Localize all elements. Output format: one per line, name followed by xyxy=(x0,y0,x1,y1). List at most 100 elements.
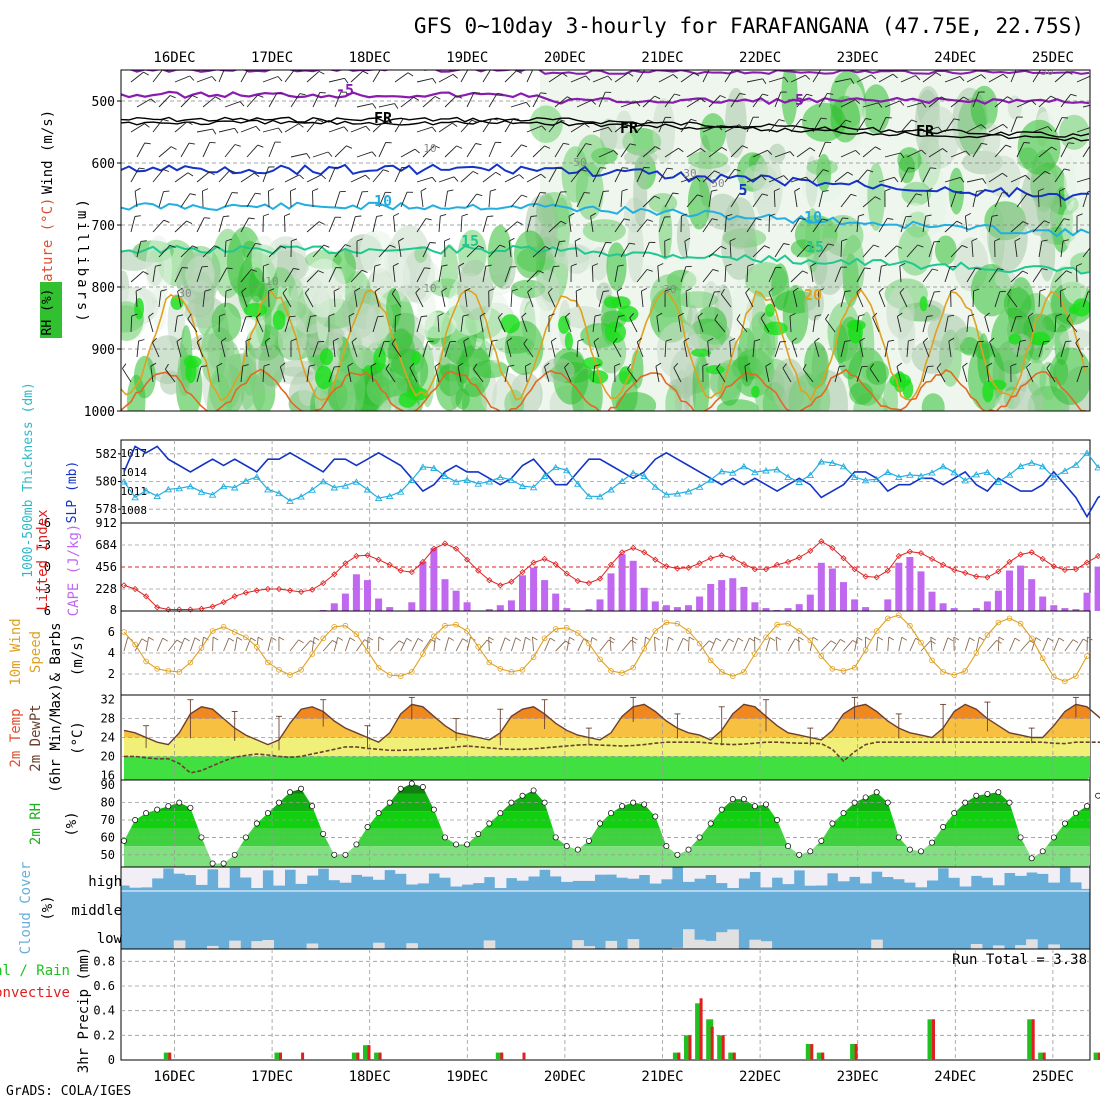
wind-barb-flag xyxy=(802,270,809,274)
rh-shade xyxy=(513,230,546,279)
wind-barb-flag xyxy=(926,187,933,192)
wind-barb xyxy=(697,316,704,333)
wind-barb-flag xyxy=(915,75,921,81)
wind-barb xyxy=(416,176,433,183)
wind-barb-flag xyxy=(143,71,149,76)
wind-barb xyxy=(136,241,142,258)
wind-barb xyxy=(686,194,698,208)
wind-barb xyxy=(928,148,943,158)
wind-barb xyxy=(284,316,291,333)
wind-barb-flag xyxy=(947,637,954,642)
wind-barb xyxy=(224,290,227,308)
cape-bar xyxy=(1017,565,1025,611)
precip-total-bar xyxy=(816,1052,824,1060)
rh-shade xyxy=(1026,358,1047,397)
wind-barb-flag xyxy=(720,95,726,99)
wind-barb-flag xyxy=(278,636,285,641)
wind-barb xyxy=(790,218,800,233)
wind-barb xyxy=(1082,191,1089,208)
wind-barb-flag xyxy=(657,263,664,267)
wind-barb-flag xyxy=(192,245,199,249)
wind-barb xyxy=(724,265,727,283)
wind-barb xyxy=(416,267,425,283)
wind-barb xyxy=(378,341,385,358)
wind-barb-flag xyxy=(822,169,829,172)
isotherm--10 xyxy=(121,70,1090,75)
slp-tick-label: 1011 xyxy=(121,485,148,498)
wind-barb xyxy=(550,341,556,358)
wind-barb-flag xyxy=(506,337,512,342)
wind-barb-flag xyxy=(815,314,822,317)
cape-bar xyxy=(817,562,825,611)
rh-point xyxy=(331,851,338,858)
wind-barb xyxy=(1082,247,1090,258)
wind-barb-flag xyxy=(328,313,335,317)
wind-barb-flag xyxy=(881,264,888,267)
wind-barb xyxy=(730,145,743,158)
isotherm-label: 20 xyxy=(804,286,822,304)
wind-barb xyxy=(988,73,1004,83)
isotherm-label: 10 xyxy=(423,142,436,155)
rh-point xyxy=(751,803,758,810)
wind-barb xyxy=(262,365,265,383)
wind-barb xyxy=(796,147,811,158)
precip-total-bar xyxy=(351,1052,359,1060)
wind-barb-flag xyxy=(337,637,344,641)
wind-barb xyxy=(400,96,414,108)
wind-barb xyxy=(878,291,886,308)
wind-barb xyxy=(752,341,755,358)
rh-shade xyxy=(604,321,627,344)
wind-barb-flag xyxy=(917,244,924,248)
wind-barb xyxy=(1066,319,1078,333)
wind-barb-flag xyxy=(857,636,863,641)
wind-barb-flag xyxy=(255,242,262,245)
cloud-high-gap xyxy=(1037,867,1049,874)
wind-barb xyxy=(746,265,749,283)
wind-barb xyxy=(409,367,418,383)
rh-point xyxy=(231,851,238,858)
wind-barb xyxy=(466,245,479,258)
cape-tick-label: 228 xyxy=(95,582,117,596)
wind-barb xyxy=(312,92,321,108)
wind-barb xyxy=(765,637,771,652)
wind-barb-flag xyxy=(475,143,482,146)
wind-barb xyxy=(840,99,856,108)
thickness-point xyxy=(441,472,449,479)
wind-barb-flag xyxy=(434,145,440,149)
wind-barb xyxy=(374,291,380,308)
wind-barb-flag xyxy=(600,167,607,169)
cloud-low-gap xyxy=(229,940,241,949)
wind-barb-flag xyxy=(908,167,915,169)
precip-conv-bar xyxy=(522,1052,526,1060)
wind-barb xyxy=(488,244,501,258)
wind-barb xyxy=(241,291,248,308)
wind-barb-flag xyxy=(603,190,610,192)
wind-barb-flag xyxy=(1047,637,1054,642)
wind-barb xyxy=(592,366,596,383)
cape-bar xyxy=(596,599,604,611)
wind-barb-flag xyxy=(141,638,148,643)
wind-barb xyxy=(1054,168,1065,183)
rh-shade xyxy=(457,259,494,321)
wind-barb-flag xyxy=(754,636,760,641)
temp-tick-label: 32 xyxy=(101,693,115,707)
wind-barb-flag xyxy=(420,187,427,192)
rh-shade xyxy=(386,287,401,329)
wind-barb-flag xyxy=(774,188,780,192)
rh-shade xyxy=(842,234,865,300)
cloud-high-gap xyxy=(395,867,407,874)
rh-point xyxy=(574,846,581,853)
wind-barb xyxy=(262,127,279,133)
wind-barb xyxy=(240,269,252,283)
wind-barb-flag xyxy=(188,142,195,145)
wind-barb xyxy=(609,636,612,652)
wind-barb xyxy=(1075,342,1084,358)
wind-barb xyxy=(444,191,448,208)
wind-barb xyxy=(372,316,379,333)
wind-barb xyxy=(328,167,336,183)
wind-barb-flag xyxy=(306,153,311,159)
rh-point xyxy=(1084,803,1090,810)
wind-barb-flag xyxy=(479,312,486,317)
wind-barb xyxy=(950,150,966,158)
wind-barb-flag xyxy=(478,245,485,249)
